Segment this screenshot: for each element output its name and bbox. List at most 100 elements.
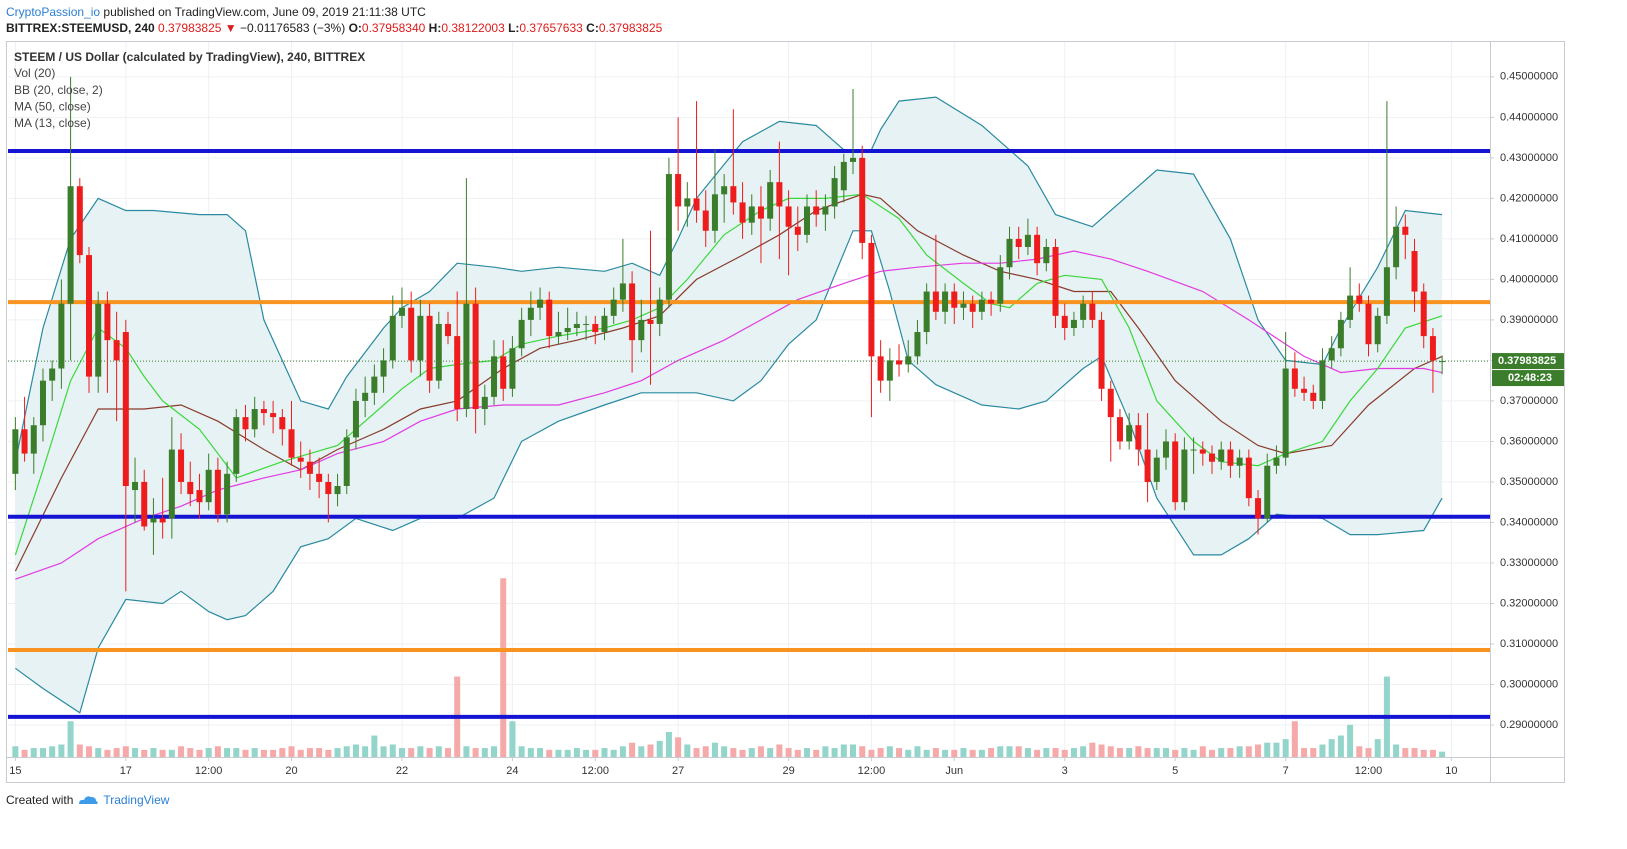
volume-bar [509, 721, 516, 757]
volume-bar [702, 746, 709, 757]
y-tick-label: 0.42000000 [1500, 192, 1558, 204]
volume-bar [905, 749, 912, 757]
candle-body [1383, 267, 1390, 316]
change: −0.01176583 (−3%) [240, 21, 346, 35]
volume-bar [711, 742, 718, 757]
candle-body [831, 178, 838, 207]
volume-bar [122, 746, 129, 757]
volume-bar [647, 744, 654, 757]
candle-body [444, 323, 451, 337]
volume-bar [214, 746, 221, 757]
volume-bar [619, 746, 626, 757]
candle-body [260, 409, 267, 414]
volume-bar [1264, 742, 1271, 757]
candle-body [767, 182, 774, 219]
volume-bar [932, 748, 939, 757]
volume-bar [767, 748, 774, 757]
last: 0.37983825 [158, 21, 222, 35]
volume-bar [813, 749, 820, 757]
candle-body [905, 356, 912, 365]
volume-bar [564, 749, 571, 757]
volume-bar [546, 749, 553, 757]
volume-bar [1328, 739, 1335, 757]
logo-cloud [79, 796, 99, 804]
volume-bar [113, 748, 120, 757]
candle-body [1116, 417, 1123, 442]
candle-body [1006, 238, 1013, 268]
y-tick-label: 0.35000000 [1500, 476, 1558, 488]
volume-bar [859, 746, 866, 757]
candle-body [426, 315, 433, 381]
volume-bar [1190, 749, 1197, 757]
candle-body [665, 174, 672, 300]
arrow: ▼ [224, 21, 237, 35]
last-price-label: 0.37983825 [1498, 355, 1556, 367]
volume-bar [1356, 746, 1363, 757]
candle-body [509, 348, 516, 389]
header: CryptoPassion_io published on TradingVie… [6, 4, 662, 36]
h-label: H: [428, 21, 442, 35]
y-tick-label: 0.40000000 [1500, 273, 1558, 285]
candle-body [601, 315, 608, 333]
candle-body [398, 307, 405, 316]
volume-bar [297, 749, 304, 757]
c: 0.37983825 [598, 21, 663, 35]
volume-bar [334, 748, 341, 757]
volume-bar [1411, 748, 1418, 757]
levels [8, 148, 1490, 719]
legend-entry: MA (13, close) [14, 116, 91, 130]
candle-body [1337, 319, 1344, 349]
candle-body [463, 303, 470, 410]
candle-body [30, 425, 37, 454]
candle-body [1291, 368, 1298, 389]
candle-body [306, 461, 313, 474]
author[interactable]: CryptoPassion_io [6, 5, 101, 19]
candle-body [113, 340, 120, 361]
volume-bar [260, 749, 267, 757]
candle-body [1227, 449, 1234, 466]
volume-bar [748, 748, 755, 757]
candle-body [104, 303, 111, 341]
volume-bar [803, 748, 810, 757]
published: published on TradingView.com, June 09, 2… [103, 5, 426, 19]
candle-body [58, 303, 65, 369]
volume-bar [518, 746, 525, 757]
l-label: L: [508, 21, 520, 35]
volume-bar [629, 742, 636, 757]
candle-body [739, 202, 746, 223]
volume-bar [969, 749, 976, 757]
candle-body [95, 303, 102, 377]
legend-entry: Vol (20) [14, 66, 55, 80]
candle-body [675, 174, 682, 207]
volume-bar [233, 748, 240, 757]
candle-body [1015, 238, 1022, 247]
volume-bar [86, 746, 93, 757]
volume-bar [1245, 746, 1252, 757]
candle-body [352, 400, 359, 438]
candle-body [500, 356, 507, 389]
moving-average [15, 250, 1443, 580]
volume-bar [187, 748, 194, 757]
candle-body [1218, 449, 1225, 462]
volume-bar [914, 746, 921, 757]
candle-body [1393, 226, 1400, 268]
candle-body [1301, 388, 1308, 393]
brand[interactable]: TradingView [103, 793, 170, 807]
candle-body [564, 328, 571, 333]
candles [12, 76, 1446, 592]
volume-bar [1319, 744, 1326, 757]
candle-body [850, 157, 857, 162]
volume-bar [196, 749, 203, 757]
candle-body [969, 303, 976, 312]
header-line-2: BITTREX:STEEMUSD, 240 0.37983825 ▼ −0.01… [6, 20, 662, 36]
candle-body [279, 417, 286, 430]
chart: 0.29000000 0.30000000 0.31000000 0.32000000… [6, 41, 1565, 783]
volume-bar [923, 749, 930, 757]
candle-body [822, 206, 829, 215]
volume-bar [1052, 748, 1059, 757]
candle-body [813, 206, 820, 215]
candle-body [224, 473, 231, 515]
volume-bar [67, 721, 74, 757]
volume-bar [316, 748, 323, 757]
